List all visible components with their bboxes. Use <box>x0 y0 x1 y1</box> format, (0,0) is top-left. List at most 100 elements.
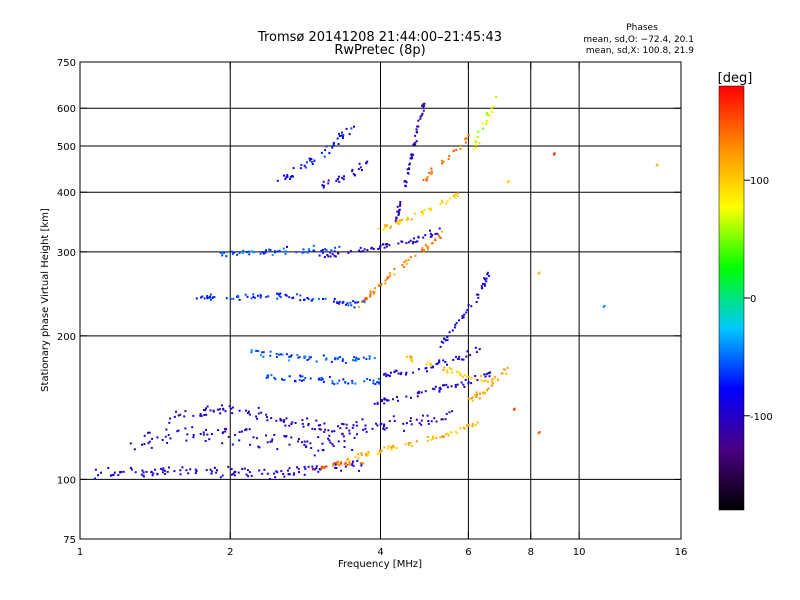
data-point <box>246 295 249 298</box>
data-point <box>281 379 284 381</box>
data-point <box>313 159 316 162</box>
data-point <box>340 462 343 465</box>
data-point <box>192 434 195 436</box>
data-point <box>303 440 306 443</box>
data-point <box>376 403 379 405</box>
data-point <box>248 471 251 474</box>
data-point <box>268 248 271 251</box>
colorbar-gradient <box>718 85 745 511</box>
data-point <box>506 366 509 369</box>
data-point <box>374 383 377 386</box>
data-point <box>206 433 209 436</box>
data-point <box>434 385 437 388</box>
data-point <box>420 423 423 426</box>
data-point <box>306 296 309 299</box>
data-point <box>413 237 416 240</box>
data-point <box>382 425 385 428</box>
data-point <box>469 354 472 357</box>
data-point <box>352 359 355 362</box>
data-point <box>249 443 252 446</box>
data-point <box>348 429 351 432</box>
data-point <box>347 251 350 254</box>
data-point <box>156 436 159 439</box>
data-point <box>329 251 332 254</box>
data-point <box>129 442 132 445</box>
data-point <box>342 378 345 381</box>
data-point <box>142 471 145 474</box>
x-tick-label: 8 <box>528 547 534 558</box>
data-point <box>446 200 449 203</box>
data-point <box>467 381 470 384</box>
data-point <box>389 225 392 228</box>
data-point <box>231 406 234 409</box>
data-point <box>474 394 477 397</box>
data-point <box>423 102 426 105</box>
data-point <box>229 298 232 300</box>
data-point <box>388 420 391 423</box>
data-point <box>402 422 405 425</box>
data-point <box>446 369 449 372</box>
data-point <box>376 453 379 455</box>
data-point <box>241 430 243 433</box>
data-point <box>310 158 313 160</box>
data-point <box>452 358 455 361</box>
data-point <box>333 297 336 300</box>
data-point <box>117 474 120 476</box>
data-point <box>323 184 325 187</box>
data-point <box>321 184 324 187</box>
data-point <box>203 408 205 411</box>
data-point <box>442 359 445 362</box>
data-point <box>317 424 320 427</box>
data-point <box>334 466 337 469</box>
data-point <box>274 251 277 254</box>
data-point <box>415 440 418 443</box>
data-point <box>414 254 417 257</box>
data-point <box>168 466 170 469</box>
data-point <box>492 378 495 380</box>
data-point <box>348 463 351 466</box>
data-point <box>330 249 333 252</box>
data-point <box>424 234 427 237</box>
data-point <box>328 439 331 442</box>
data-point <box>238 431 241 434</box>
data-point <box>211 297 214 299</box>
data-point <box>334 462 337 464</box>
data-point <box>258 446 261 449</box>
data-point <box>471 424 474 427</box>
data-point <box>488 371 491 374</box>
data-point <box>425 177 428 180</box>
data-point <box>538 271 541 274</box>
data-point <box>275 356 278 358</box>
data-point <box>298 379 301 382</box>
data-point <box>364 297 367 299</box>
x-tick-label: 10 <box>573 547 586 558</box>
data-point <box>159 467 162 470</box>
data-point <box>422 103 425 106</box>
data-point <box>285 176 288 179</box>
data-point <box>366 377 369 380</box>
data-point <box>288 443 291 446</box>
data-point <box>368 453 371 456</box>
data-point <box>288 355 291 358</box>
data-point <box>432 435 434 438</box>
data-point <box>430 167 433 170</box>
data-point <box>276 179 279 182</box>
data-point <box>366 160 369 163</box>
data-point <box>242 249 245 252</box>
data-point <box>354 174 356 177</box>
data-point <box>273 433 276 436</box>
data-point <box>286 174 289 177</box>
data-point <box>238 439 241 442</box>
data-point <box>248 413 251 416</box>
data-point <box>336 302 339 304</box>
data-point <box>314 468 317 471</box>
data-point <box>406 216 409 219</box>
data-point <box>331 380 334 383</box>
data-point <box>401 240 404 243</box>
data-point <box>470 382 473 385</box>
data-point <box>454 193 457 196</box>
data-point <box>288 473 291 476</box>
data-point <box>343 440 346 443</box>
data-point <box>345 303 347 306</box>
data-point <box>458 355 461 358</box>
